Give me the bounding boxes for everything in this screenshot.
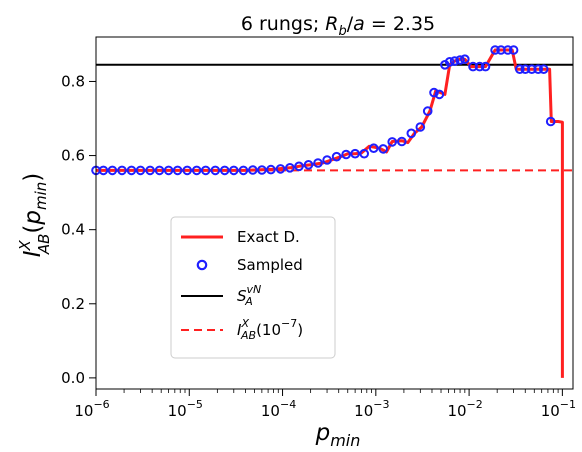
legend-sampled-label: Sampled: [237, 256, 303, 274]
sampled-point: [126, 165, 137, 176]
sampled-point: [229, 165, 239, 176]
sampled-point: [266, 164, 276, 175]
sampled-point: [429, 87, 439, 98]
sampled-point: [219, 165, 230, 176]
sampled-point: [182, 165, 192, 176]
sampled-point: [474, 61, 485, 72]
sampled-point: [415, 122, 426, 132]
y-tick-label: 0.0: [61, 369, 85, 387]
sampled-point: [294, 161, 304, 172]
sampled-point: [117, 165, 127, 176]
exact-series-line: [96, 48, 564, 378]
sampled-point: [533, 64, 544, 74]
sampled-point: [515, 64, 525, 74]
x-tick-label: 10−6: [74, 398, 109, 420]
legend-svn-label: SvN A: [237, 283, 261, 308]
sampled-point: [248, 165, 258, 175]
x-tick-label: 10−5: [168, 398, 203, 420]
x-tick-label: 10−1: [541, 398, 576, 420]
plot-area: [91, 45, 573, 378]
sampled-point: [397, 136, 407, 147]
sampled-point: [107, 165, 118, 176]
sampled-point: [322, 155, 332, 165]
sampled-point: [135, 165, 146, 176]
sampled-point: [490, 45, 500, 55]
sampled-point: [422, 106, 433, 116]
axis-ticks: 10−6 10−5 10−4 10−3 10−2 10−1 0.0 0.2 0.4 0.6 0.8: [61, 72, 576, 420]
y-axis-label: IXAB(pmin): [16, 173, 53, 258]
sampled-point: [527, 64, 537, 74]
sampled-point: [145, 165, 155, 176]
sampled-point: [480, 61, 491, 72]
x-tick-label: 10−2: [447, 398, 482, 420]
sampled-point: [387, 137, 398, 147]
sampled-point: [444, 57, 455, 67]
legend-ref-label: IX AB(10−7): [237, 317, 303, 342]
sampled-point: [350, 148, 360, 159]
sampled-point: [191, 165, 202, 176]
legend: Exact D. Sampled SvN A IX AB(10−7): [170, 216, 336, 359]
chart-title: 6 rungs; Rb/a = 2.35: [241, 13, 435, 39]
sampled-point: [275, 164, 286, 174]
sampled-point: [406, 128, 417, 139]
sampled-point: [508, 45, 519, 55]
sampled-point: [449, 56, 460, 66]
sampled-point: [538, 64, 549, 74]
legend-frame: [170, 216, 336, 359]
sampled-point: [368, 143, 379, 153]
sampled-point: [172, 165, 183, 176]
legend-sampled-swatch: [196, 259, 208, 271]
sampled-point: [359, 148, 370, 159]
sampled-point: [341, 149, 351, 160]
sampled-point: [331, 151, 342, 162]
x-axis-label: pmin: [315, 420, 361, 450]
sampled-point: [210, 165, 221, 176]
sampled-point: [545, 116, 556, 127]
sampled-point: [303, 160, 314, 170]
sampled-point: [378, 144, 389, 154]
sampled-point: [520, 64, 531, 74]
y-tick-label: 0.6: [61, 147, 85, 165]
sampled-point: [455, 55, 465, 65]
sampled-point: [460, 54, 470, 65]
x-tick-label: 10−3: [354, 398, 389, 420]
sampled-point: [313, 158, 323, 168]
y-tick-label: 0.4: [61, 221, 85, 239]
sampled-point: [163, 165, 174, 176]
sampled-point: [285, 163, 295, 173]
y-tick-label: 0.2: [61, 295, 85, 313]
sampled-point: [434, 89, 445, 100]
sampled-point: [238, 165, 249, 176]
sampled-point: [154, 165, 165, 176]
legend-exact-label: Exact D.: [237, 228, 300, 246]
y-tick-label: 0.8: [61, 72, 85, 90]
sampled-point: [98, 165, 109, 176]
sampled-point: [200, 165, 211, 176]
sampled-point: [503, 45, 513, 55]
axes-frame: [95, 36, 574, 390]
sampled-point: [257, 165, 267, 175]
x-tick-label: 10−4: [261, 398, 296, 420]
